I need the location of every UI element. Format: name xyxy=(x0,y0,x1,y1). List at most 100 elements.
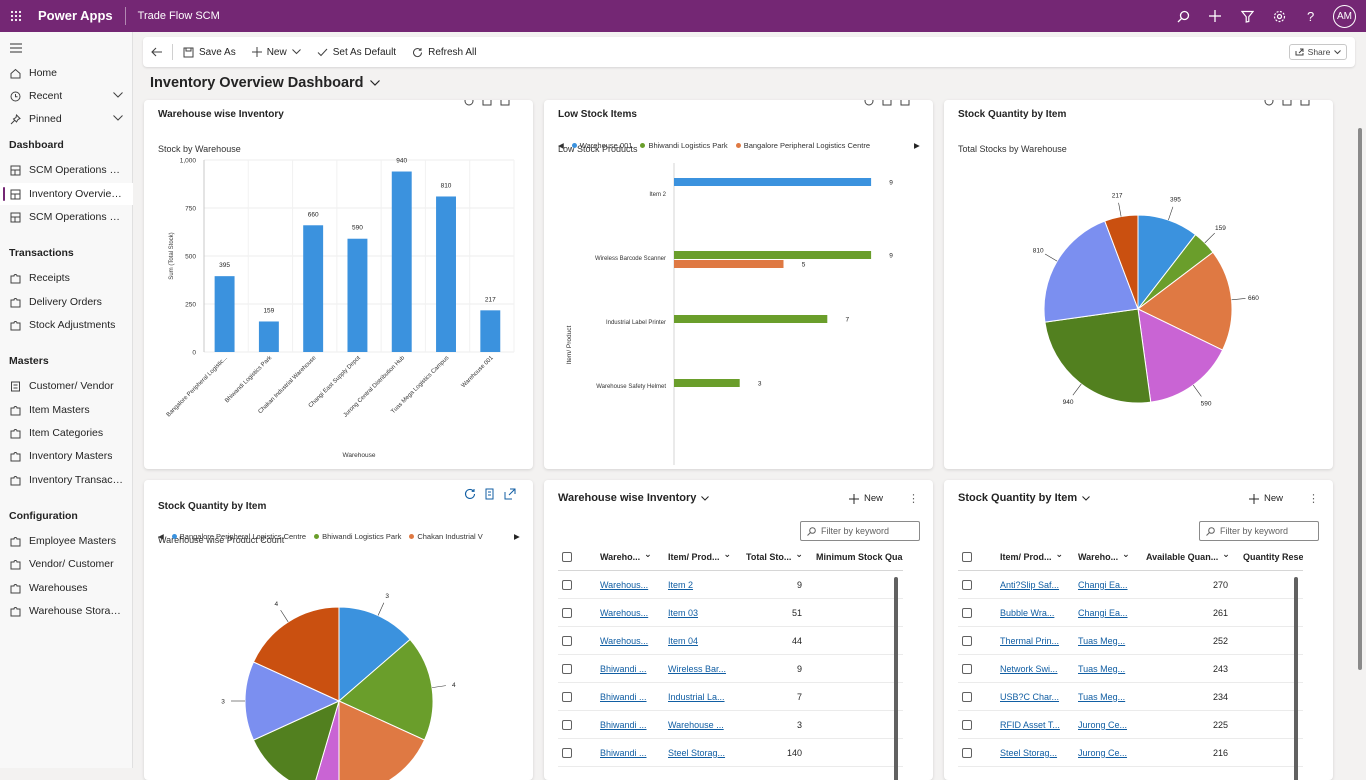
row-checkbox[interactable] xyxy=(962,719,972,730)
expand-icon[interactable] xyxy=(1300,100,1310,106)
row-link-secondary[interactable]: Item 04 xyxy=(668,635,699,646)
legend-next-arrow[interactable]: ▶ xyxy=(914,141,920,150)
chevron-down-icon[interactable]: ⌄ xyxy=(1222,551,1230,559)
table-row[interactable]: Bhiwandi ... Wireless Bar... 9 xyxy=(558,655,903,683)
nav-item-inventory-masters[interactable]: Inventory Masters xyxy=(0,445,133,467)
nav-item-warehouse-storage[interactable]: Warehouse Storage ... xyxy=(0,600,133,622)
settings-gear-icon[interactable] xyxy=(1263,0,1295,32)
expand-icon[interactable] xyxy=(504,488,516,500)
row-link-secondary[interactable]: Item 03 xyxy=(668,607,699,618)
nav-item-warehouses[interactable]: Warehouses xyxy=(0,577,133,599)
row-link-secondary[interactable]: Changi Ea... xyxy=(1078,607,1128,618)
chevron-down-icon[interactable]: ⌄ xyxy=(644,551,652,559)
expand-icon[interactable] xyxy=(900,100,910,106)
row-link-secondary[interactable]: Tuas Meg... xyxy=(1078,663,1126,674)
table-row[interactable]: Thermal Prin... Tuas Meg... 252 xyxy=(958,627,1303,655)
row-link-secondary[interactable]: Jurong Ce... xyxy=(1078,747,1128,758)
nav-item-vendor-customer[interactable]: Vendor/ Customer xyxy=(0,553,133,575)
nav-item-receipts[interactable]: Receipts xyxy=(0,267,133,289)
row-link-primary[interactable]: Steel Storag... xyxy=(1000,747,1058,758)
back-button[interactable] xyxy=(143,37,170,67)
row-link-primary[interactable]: Bhiwandi ... xyxy=(600,691,647,702)
more-options-icon[interactable]: ⋮ xyxy=(1308,493,1319,505)
row-checkbox[interactable] xyxy=(562,607,572,618)
row-checkbox[interactable] xyxy=(962,607,972,618)
legend-next-arrow[interactable]: ▶ xyxy=(514,532,520,541)
row-link-primary[interactable]: Bhiwandi ... xyxy=(600,719,647,730)
nav-item-pinned[interactable]: Pinned xyxy=(0,108,133,130)
user-avatar[interactable]: AM xyxy=(1333,4,1356,28)
table-row[interactable]: RFID Asset T... Jurong Ce... 225 xyxy=(958,711,1303,739)
table-row[interactable]: Warehous... Item 04 44 xyxy=(558,627,903,655)
nav-item-delivery-orders[interactable]: Delivery Orders xyxy=(0,291,133,313)
row-link-secondary[interactable]: Warehouse ... xyxy=(668,719,724,730)
column-header[interactable]: Minimum Stock Qua xyxy=(816,552,906,562)
row-checkbox[interactable] xyxy=(562,747,572,758)
column-header[interactable]: Available Quan... ⌄ xyxy=(1146,552,1236,562)
app-launcher-icon[interactable] xyxy=(0,0,32,32)
view-records-icon[interactable] xyxy=(482,100,492,106)
row-checkbox[interactable] xyxy=(562,579,572,590)
grid-view-selector[interactable]: Warehouse wise Inventory xyxy=(558,492,710,504)
column-header[interactable]: Wareho... ⌄ xyxy=(600,552,664,562)
hamburger-menu-icon[interactable] xyxy=(10,42,22,56)
legend-item[interactable]: Bangalore Peripheral Logistics Centre xyxy=(735,141,870,150)
row-link-secondary[interactable]: Tuas Meg... xyxy=(1078,635,1126,646)
column-header[interactable]: Item/ Prod... ⌄ xyxy=(1000,552,1070,562)
column-header[interactable]: Wareho... ⌄ xyxy=(1078,552,1138,562)
nav-item-inventory-transactions[interactable]: Inventory Transactions xyxy=(0,469,133,491)
nav-item-inventory-overview[interactable]: Inventory Overview ... xyxy=(0,183,133,205)
row-link-secondary[interactable]: Steel Storag... xyxy=(668,747,726,758)
view-records-icon[interactable] xyxy=(484,488,496,500)
row-checkbox[interactable] xyxy=(962,691,972,702)
legend-prev-arrow[interactable]: ◀ xyxy=(558,141,564,150)
nav-item-customer-vendor[interactable]: Customer/ Vendor xyxy=(0,375,133,397)
nav-item-item-categories[interactable]: Item Categories xyxy=(0,422,133,444)
app-name[interactable]: Trade Flow SCM xyxy=(137,10,220,22)
grid-scrollbar[interactable] xyxy=(894,577,898,780)
legend-item[interactable]: Bangalore Peripheral Logistics Centre xyxy=(171,532,306,541)
legend-item[interactable]: Bhiwandi Logistics Park xyxy=(314,532,401,541)
dashboard-selector[interactable]: Inventory Overview Dashboard xyxy=(150,75,380,91)
row-link-primary[interactable]: Bhiwandi ... xyxy=(600,747,647,758)
column-header[interactable]: Total Sto... ⌄ xyxy=(746,552,810,562)
table-row[interactable]: USB?C Char... Tuas Meg... 234 xyxy=(958,683,1303,711)
row-link-primary[interactable]: USB?C Char... xyxy=(1000,691,1060,702)
row-checkbox[interactable] xyxy=(562,691,572,702)
row-link-secondary[interactable]: Item 2 xyxy=(668,579,694,590)
filter-icon[interactable] xyxy=(1231,0,1263,32)
chevron-down-icon[interactable]: ⌄ xyxy=(1055,551,1064,559)
share-button[interactable]: Share xyxy=(1289,44,1347,60)
select-all-checkbox[interactable] xyxy=(562,551,572,562)
plus-icon[interactable] xyxy=(1199,0,1231,32)
row-link-primary[interactable]: Bubble Wra... xyxy=(1000,607,1055,618)
new-button[interactable]: New xyxy=(244,37,309,67)
grid-filter-input[interactable]: Filter by keyword xyxy=(800,521,920,541)
nav-item-scm-operations-2[interactable]: SCM Operations Ove... xyxy=(0,206,133,228)
view-records-icon[interactable] xyxy=(1282,100,1292,106)
brand-name[interactable]: Power Apps xyxy=(38,7,126,25)
grid-scrollbar[interactable] xyxy=(1294,577,1298,780)
row-checkbox[interactable] xyxy=(562,663,572,674)
legend-item[interactable]: Bhiwandi Logistics Park xyxy=(640,141,728,150)
refresh-icon[interactable] xyxy=(464,488,476,500)
chevron-down-icon[interactable] xyxy=(113,112,123,124)
refresh-icon[interactable] xyxy=(464,100,474,106)
row-checkbox[interactable] xyxy=(962,579,972,590)
row-link-secondary[interactable]: Industrial La... xyxy=(668,691,725,702)
table-row[interactable]: Warehous... Item 2 9 xyxy=(558,571,903,599)
nav-item-employee-masters[interactable]: Employee Masters xyxy=(0,530,133,552)
help-icon[interactable]: ? xyxy=(1295,0,1327,32)
refresh-icon[interactable] xyxy=(1264,100,1274,106)
grid-new-button[interactable]: New xyxy=(849,493,883,504)
legend-item[interactable]: Warehouse 001 xyxy=(571,141,632,150)
legend-prev-arrow[interactable]: ◀ xyxy=(158,532,164,541)
grid-view-selector[interactable]: Stock Quantity by Item xyxy=(958,492,1091,504)
nav-item-scm-operations-1[interactable]: SCM Operations Ove... xyxy=(0,159,133,181)
row-link-secondary[interactable]: Jurong Ce... xyxy=(1078,719,1128,730)
table-row[interactable]: Steel Storag... Jurong Ce... 216 xyxy=(958,739,1303,767)
row-link-primary[interactable]: Warehous... xyxy=(600,635,649,646)
row-link-secondary[interactable]: Wireless Bar... xyxy=(668,663,727,674)
column-header[interactable]: Item/ Prod... ⌄ xyxy=(668,552,740,562)
grid-filter-input[interactable]: Filter by keyword xyxy=(1199,521,1319,541)
